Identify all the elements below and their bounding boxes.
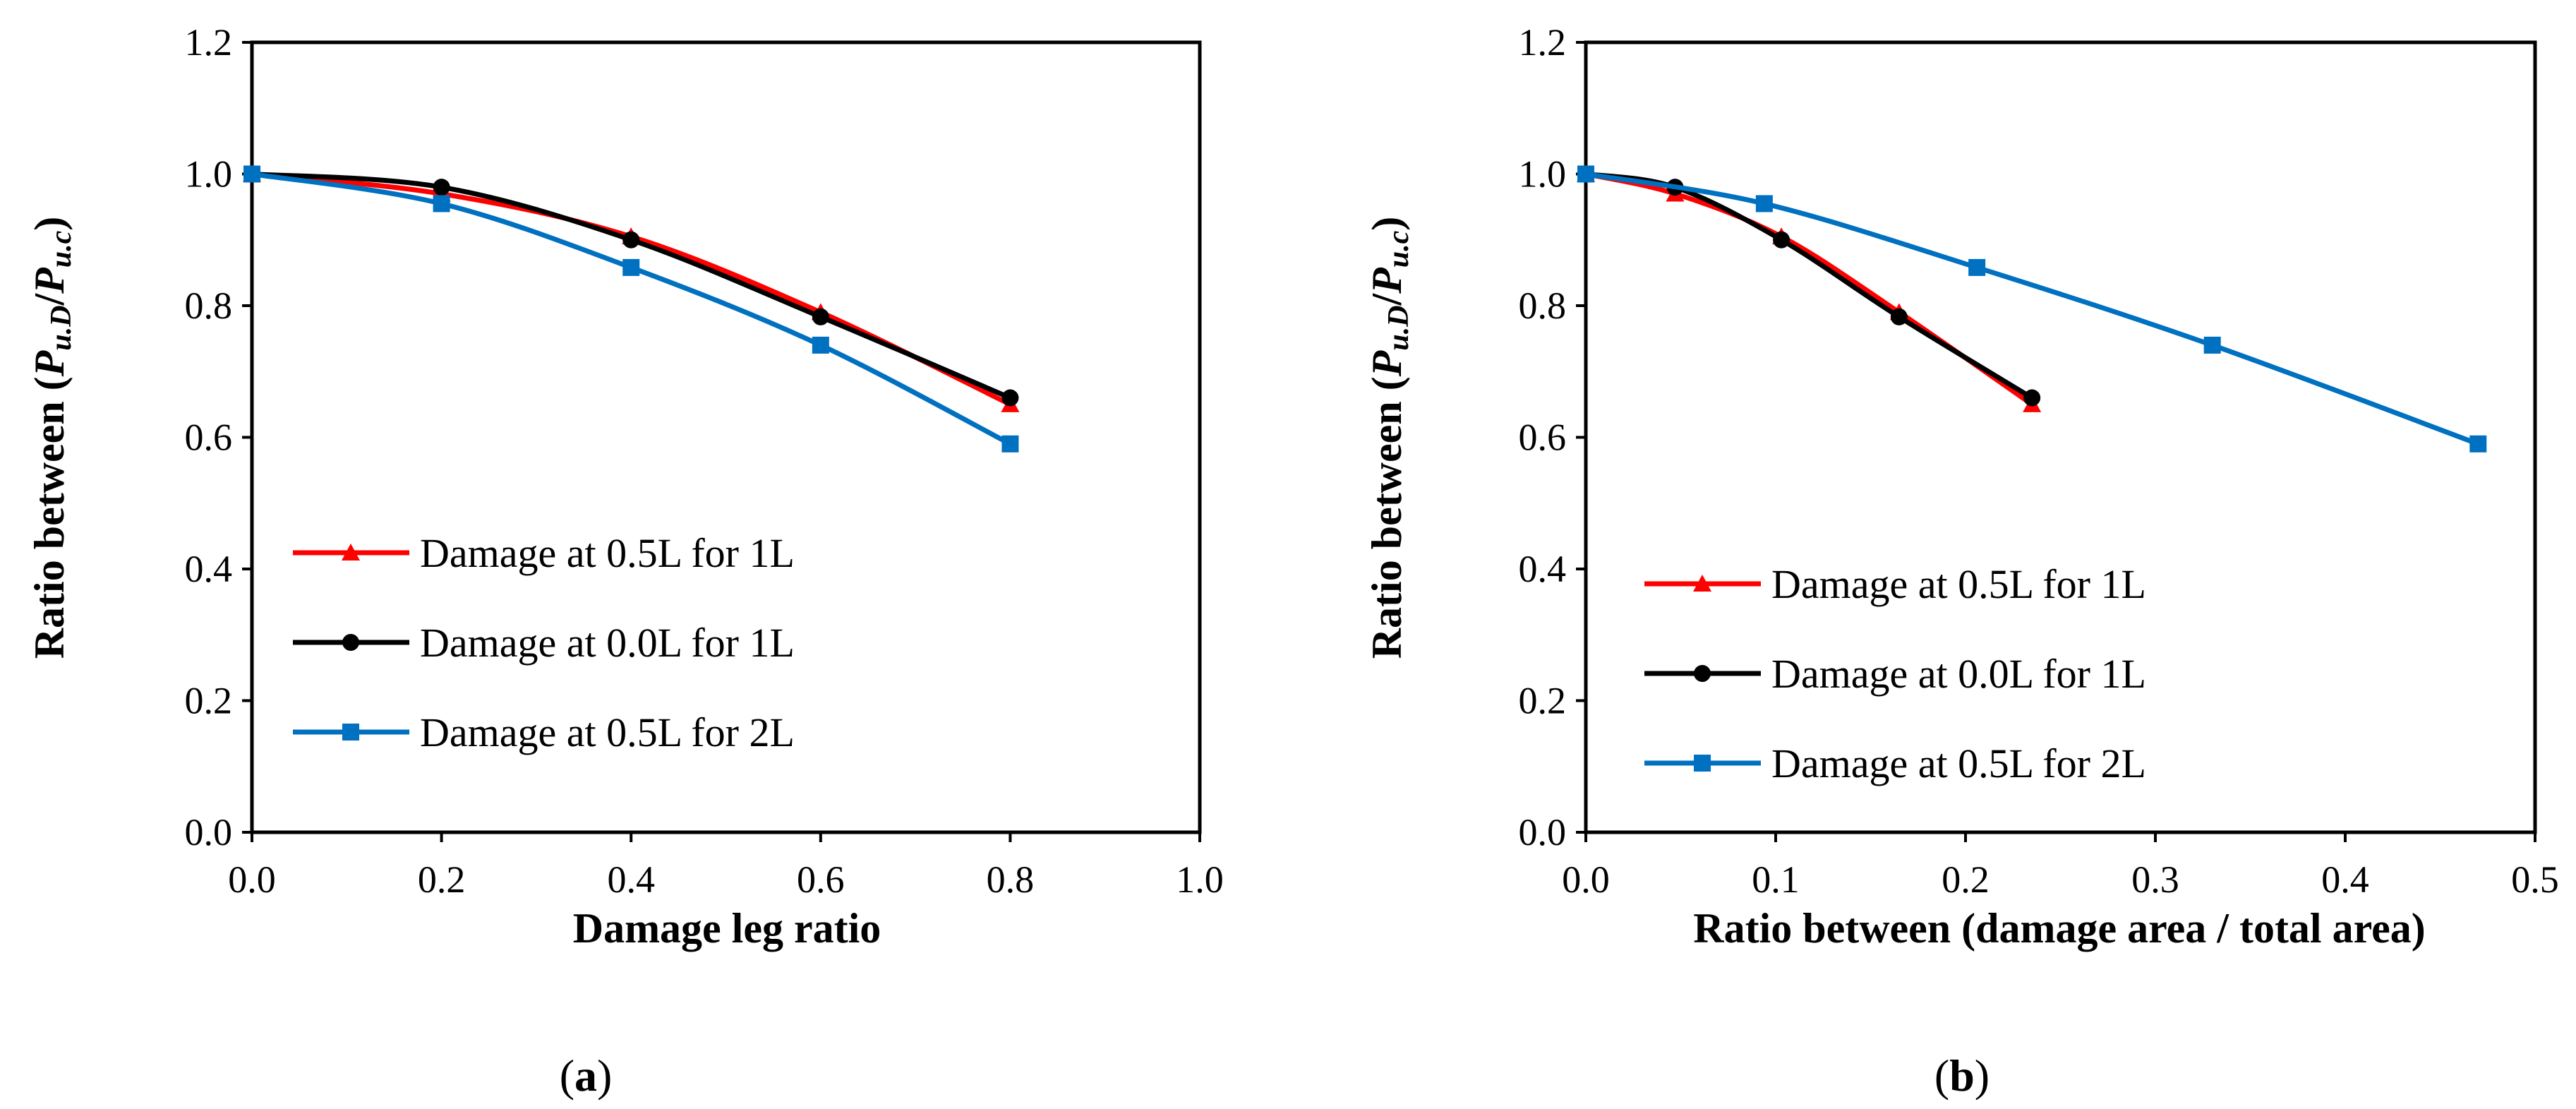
- y-tick-label: 0.4: [185, 548, 233, 590]
- data-point-series-3: [2203, 336, 2221, 354]
- x-tick-label: 1.0: [1176, 858, 1224, 901]
- y-tick-label: 0.0: [1519, 811, 1567, 853]
- panel-caption-a: (a): [560, 1050, 613, 1101]
- y-tick-label: 0.8: [185, 284, 233, 327]
- y-tick-label: 1.0: [185, 153, 233, 196]
- y-axis-label: Ratio between (Pu.D/Pu.c): [26, 217, 78, 659]
- y-axis-label-sub1: u.D: [45, 306, 78, 351]
- x-axis-label: Damage leg ratio: [573, 905, 881, 952]
- y-axis-label-suffix: ): [1364, 217, 1410, 231]
- data-point-series-2: [2023, 389, 2041, 407]
- data-point-series-3: [1001, 435, 1019, 452]
- series-line-1: [249, 172, 1013, 407]
- x-tick-label: 0.3: [2131, 858, 2179, 901]
- data-point-series-3: [1755, 195, 1773, 212]
- y-axis-label-sub1: u.D: [1383, 306, 1415, 351]
- series-line-2: [1583, 172, 2035, 401]
- legend-marker-3: [342, 724, 359, 741]
- y-tick-labels: 0.0 0.2 0.4 0.6 0.8 1.0 1.2: [185, 21, 252, 853]
- series-line-3: [249, 172, 1013, 447]
- legend-label-2: Damage at 0.0L for 1L: [1771, 651, 2146, 697]
- data-point-series-3: [622, 258, 640, 276]
- x-tick-label: 0.2: [418, 858, 466, 901]
- panel-caption-b: (b): [1934, 1050, 1990, 1101]
- data-point-series-2: [812, 308, 829, 325]
- legend-label-3: Damage at 0.5L for 2L: [1771, 741, 2146, 786]
- y-axis-label-p1: P: [1364, 349, 1410, 377]
- series-line-3: [1583, 172, 2481, 447]
- y-tick-label: 1.2: [1519, 21, 1567, 64]
- data-point-series-3: [2469, 435, 2487, 452]
- legend-marker-1: [342, 544, 360, 561]
- y-axis-label-p2: P: [1364, 267, 1410, 294]
- legend-marker-1: [1693, 575, 1711, 592]
- x-tick-labels: 0.0 0.2 0.4 0.6 0.8 1.0: [228, 832, 1224, 901]
- chart-panel-b: 0.0 0.2 0.4 0.6 0.8 1.0 1.2 0.0 0.1 0.2 0.3 0.4 0.5…: [1364, 21, 2559, 1101]
- data-point-series-2: [622, 231, 640, 248]
- legend-label-2: Damage at 0.0L for 1L: [420, 620, 795, 666]
- caption-letter: b: [1949, 1050, 1975, 1101]
- y-tick-label: 1.0: [1519, 153, 1567, 196]
- chart-panel-a: 0.0 0.2 0.4 0.6 0.8 1.0 1.2 0.0 0.2 0.4 0.6 0.8 1.0…: [26, 21, 1224, 1101]
- y-tick-label: 0.6: [1519, 416, 1567, 459]
- y-axis-label-prefix: Ratio between (: [26, 376, 73, 659]
- x-tick-label: 0.0: [1562, 858, 1610, 901]
- y-axis-label-slash: /: [1364, 293, 1410, 306]
- x-tick-label: 0.4: [607, 858, 655, 901]
- y-axis-label: Ratio between (Pu.D/Pu.c): [1364, 217, 1415, 659]
- x-tick-label: 0.8: [987, 858, 1035, 901]
- data-point-series-3: [433, 195, 450, 212]
- legend: Damage at 0.5L for 1L Damage at 0.0L for …: [1644, 561, 2146, 786]
- x-tick-label: 0.5: [2511, 858, 2559, 901]
- legend-marker-2: [342, 634, 359, 651]
- x-tick-label: 0.4: [2321, 858, 2369, 901]
- y-axis-label-prefix: Ratio between (: [1364, 376, 1410, 659]
- x-tick-label: 0.2: [1942, 858, 1990, 901]
- y-tick-labels: 0.0 0.2 0.4 0.6 0.8 1.0 1.2: [1519, 21, 1586, 853]
- x-tick-label: 0.0: [228, 858, 276, 901]
- series-layer: [1577, 164, 2487, 452]
- legend-marker-3: [1694, 755, 1711, 772]
- data-point-series-3: [812, 336, 829, 354]
- x-tick-label: 0.1: [1752, 858, 1800, 901]
- legend-marker-2: [1694, 665, 1711, 682]
- series-line-1: [1583, 172, 2035, 407]
- data-point-series-2: [1001, 389, 1019, 407]
- data-point-series-3: [1577, 165, 1594, 183]
- y-tick-label: 0.0: [185, 811, 233, 853]
- plot-area-frame: [1584, 40, 2537, 834]
- data-point-series-3: [243, 165, 260, 183]
- legend-label-3: Damage at 0.5L for 2L: [420, 709, 795, 755]
- y-tick-label: 0.8: [1519, 284, 1567, 327]
- x-tick-label: 0.6: [797, 858, 845, 901]
- y-axis-label-suffix: ): [26, 217, 73, 231]
- series-layer: [243, 164, 1020, 452]
- y-tick-label: 0.2: [1519, 680, 1567, 722]
- x-axis-label: Ratio between (damage area / total area): [1693, 905, 2426, 952]
- y-tick-label: 0.4: [1519, 548, 1567, 590]
- series-line-2: [249, 172, 1013, 401]
- legend: Damage at 0.5L for 1L Damage at 0.0L for …: [293, 530, 795, 755]
- y-axis-label-slash: /: [26, 293, 73, 306]
- data-point-series-2: [433, 179, 450, 196]
- y-tick-label: 0.6: [185, 416, 233, 459]
- y-tick-label: 1.2: [185, 21, 233, 64]
- data-point-series-2: [1890, 308, 1908, 325]
- y-axis-label-sub2: u.c: [1383, 230, 1415, 268]
- y-tick-label: 0.2: [185, 680, 233, 722]
- y-axis-label-sub2: u.c: [45, 230, 78, 268]
- x-tick-labels: 0.0 0.1 0.2 0.3 0.4 0.5: [1562, 832, 2559, 901]
- legend-label-1: Damage at 0.5L for 1L: [1771, 561, 2146, 607]
- y-axis-label-p1: P: [26, 349, 73, 377]
- caption-letter: a: [574, 1050, 597, 1101]
- legend-label-1: Damage at 0.5L for 1L: [420, 530, 795, 576]
- data-point-series-3: [1968, 258, 1986, 276]
- y-axis-label-p2: P: [26, 267, 73, 294]
- data-point-series-2: [1773, 231, 1790, 248]
